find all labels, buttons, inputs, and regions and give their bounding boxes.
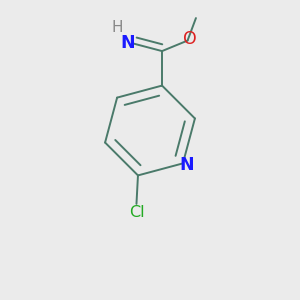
Text: Cl: Cl [129,205,144,220]
Text: N: N [180,156,194,174]
Text: O: O [183,30,197,48]
Text: N: N [120,34,135,52]
Text: H: H [111,20,123,34]
